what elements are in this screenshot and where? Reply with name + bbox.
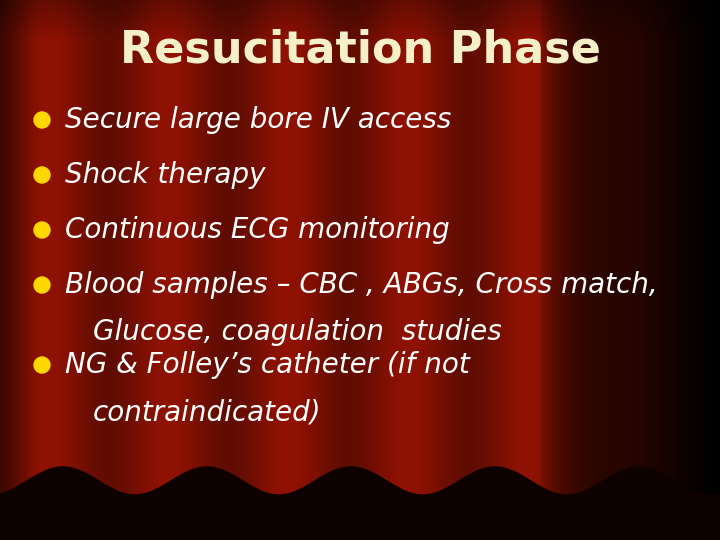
Text: Blood samples – CBC , ABGs, Cross match,: Blood samples – CBC , ABGs, Cross match,	[65, 271, 658, 299]
Circle shape	[34, 222, 50, 238]
Text: Secure large bore IV access: Secure large bore IV access	[65, 106, 451, 134]
Circle shape	[34, 357, 50, 373]
Text: contraindicated): contraindicated)	[93, 398, 322, 426]
Text: NG & Folley’s catheter (if not: NG & Folley’s catheter (if not	[65, 351, 469, 379]
Circle shape	[34, 112, 50, 128]
Circle shape	[34, 167, 50, 183]
Text: Shock therapy: Shock therapy	[65, 161, 266, 189]
Text: Continuous ECG monitoring: Continuous ECG monitoring	[65, 216, 450, 244]
Text: Resucitation Phase: Resucitation Phase	[120, 29, 600, 71]
Circle shape	[34, 277, 50, 293]
Text: Glucose, coagulation  studies: Glucose, coagulation studies	[93, 318, 502, 346]
